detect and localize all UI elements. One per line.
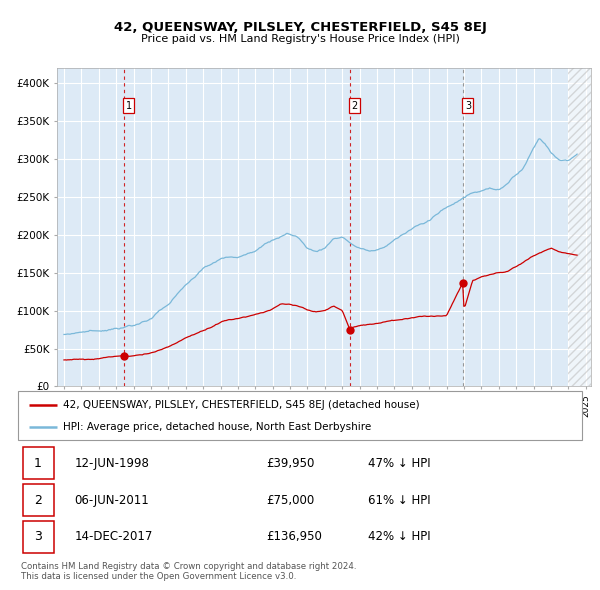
- Bar: [568, 68, 595, 386]
- Text: £136,950: £136,950: [266, 530, 322, 543]
- Text: 61% ↓ HPI: 61% ↓ HPI: [368, 493, 430, 507]
- Text: Price paid vs. HM Land Registry's House Price Index (HPI): Price paid vs. HM Land Registry's House …: [140, 34, 460, 44]
- Text: 47% ↓ HPI: 47% ↓ HPI: [368, 457, 430, 470]
- Text: This data is licensed under the Open Government Licence v3.0.: This data is licensed under the Open Gov…: [21, 572, 296, 581]
- Text: £75,000: £75,000: [266, 493, 314, 507]
- Bar: [23, 521, 53, 553]
- Bar: [23, 447, 53, 479]
- Text: 2: 2: [34, 493, 42, 507]
- Text: 14-DEC-2017: 14-DEC-2017: [74, 530, 153, 543]
- Text: 3: 3: [465, 101, 471, 111]
- Text: 12-JUN-1998: 12-JUN-1998: [74, 457, 149, 470]
- Text: 06-JUN-2011: 06-JUN-2011: [74, 493, 149, 507]
- Text: 2: 2: [352, 101, 358, 111]
- Text: £39,950: £39,950: [266, 457, 314, 470]
- Text: HPI: Average price, detached house, North East Derbyshire: HPI: Average price, detached house, Nort…: [63, 422, 371, 432]
- Bar: [23, 484, 53, 516]
- Text: 42% ↓ HPI: 42% ↓ HPI: [368, 530, 430, 543]
- Text: 1: 1: [34, 457, 42, 470]
- Text: 42, QUEENSWAY, PILSLEY, CHESTERFIELD, S45 8EJ (detached house): 42, QUEENSWAY, PILSLEY, CHESTERFIELD, S4…: [63, 399, 420, 409]
- Text: 3: 3: [34, 530, 42, 543]
- Text: 1: 1: [125, 101, 131, 111]
- Text: 42, QUEENSWAY, PILSLEY, CHESTERFIELD, S45 8EJ: 42, QUEENSWAY, PILSLEY, CHESTERFIELD, S4…: [113, 21, 487, 34]
- Text: Contains HM Land Registry data © Crown copyright and database right 2024.: Contains HM Land Registry data © Crown c…: [21, 562, 356, 571]
